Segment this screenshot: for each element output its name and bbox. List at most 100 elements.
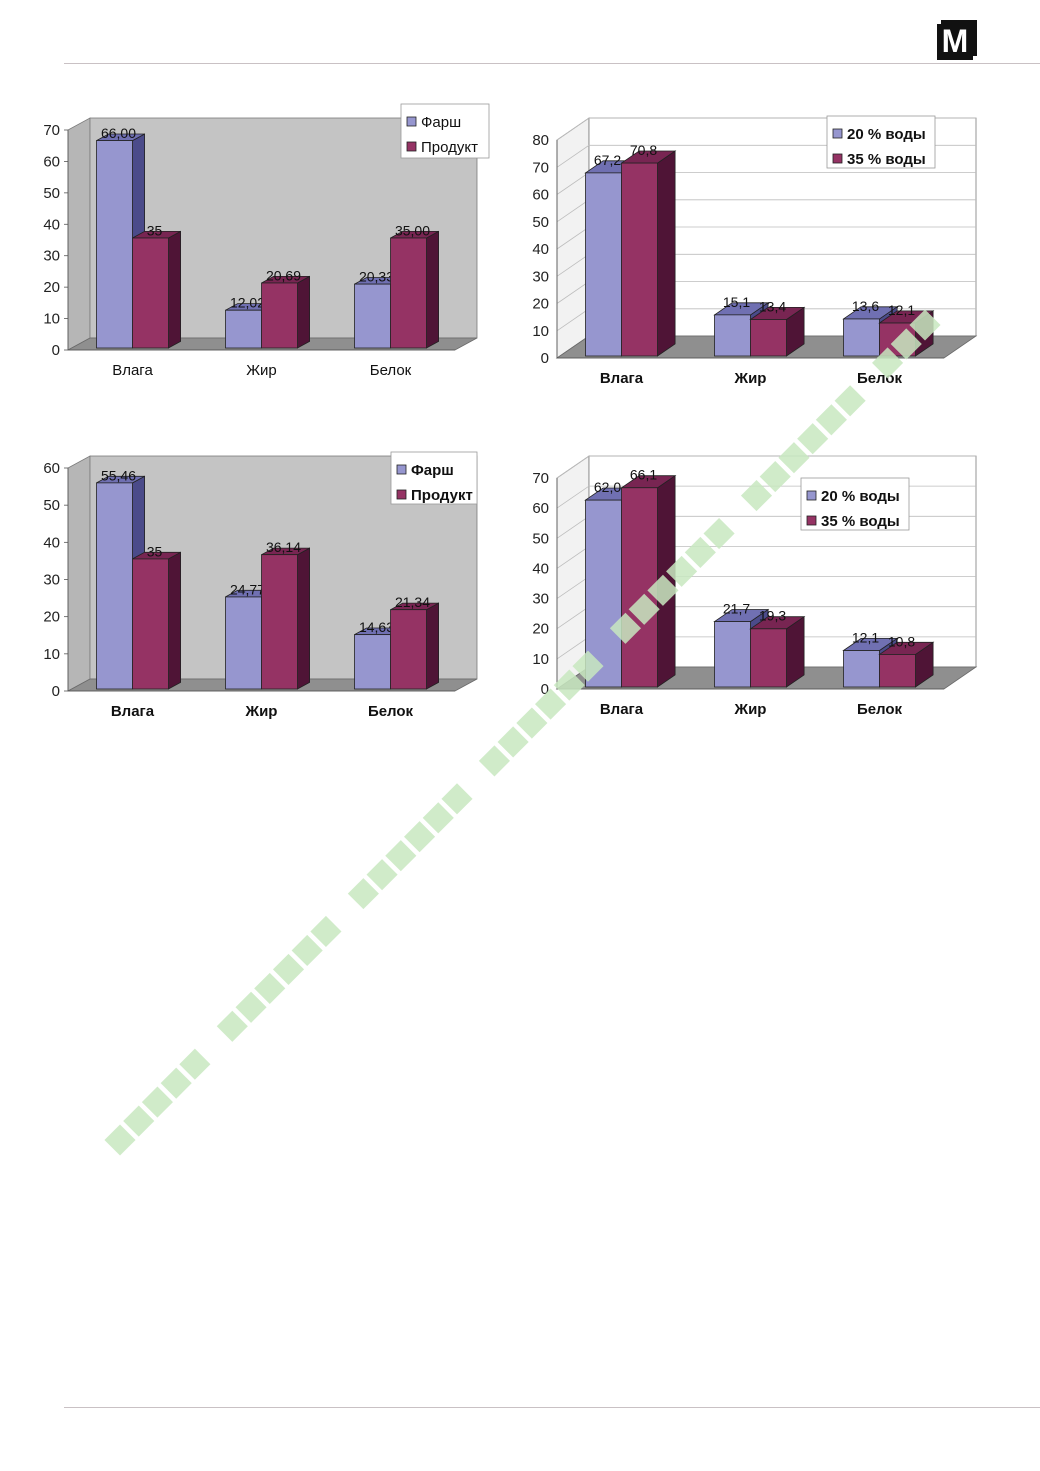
watermark-block (141, 1086, 173, 1118)
y-tick-label: 0 (541, 681, 549, 698)
y-tick-label: 50 (532, 214, 549, 231)
bar-front (390, 609, 427, 690)
bar-Продукт-Жир (261, 275, 311, 349)
bar-front (621, 487, 658, 688)
bar-front (354, 283, 391, 349)
data-label: 21,7 (723, 600, 750, 616)
y-tick-label: 70 (532, 159, 549, 176)
data-label: 62,0 (594, 479, 621, 495)
y-tick-label: 40 (43, 534, 60, 551)
data-label: 10,8 (888, 633, 915, 649)
category-label: Влага (600, 370, 644, 387)
legend: 20 % воды 35 % воды (826, 115, 936, 169)
watermark-block (179, 1048, 211, 1080)
chart-water-content-1: 0 10 20 30 40 50 60 70 80 67,2 70,8 Влага 15,1 13,4 Жи… (532, 115, 978, 387)
y-tick-label: 40 (43, 216, 60, 233)
bar-front (714, 621, 751, 688)
data-label: 13,6 (852, 298, 879, 314)
category-label: Белок (368, 703, 414, 720)
category-label: Влага (600, 701, 644, 718)
y-tick-label: 70 (532, 470, 549, 487)
bar-Продукт-Влага (132, 230, 181, 349)
bar-front (390, 237, 427, 349)
bar-front (843, 650, 880, 688)
bar-side (297, 275, 311, 349)
bar-front (879, 654, 916, 688)
data-label: 19,3 (759, 608, 786, 624)
data-label: 20,33 (359, 269, 394, 285)
data-label: 36,14 (266, 539, 301, 555)
category-label: Влага (111, 703, 155, 720)
legend-swatch (832, 128, 843, 139)
data-label: 67,2 (594, 152, 621, 168)
data-label: 12,1 (888, 302, 915, 318)
legend-box (800, 477, 910, 531)
legend: Фарш Продукт (400, 103, 490, 159)
watermark-block (403, 821, 436, 853)
legend-swatch (832, 153, 843, 164)
y-tick-label: 80 (532, 132, 549, 149)
gridline (556, 455, 976, 479)
data-label: 15,1 (723, 294, 750, 310)
bar-35 % воды-Белок (878, 641, 935, 688)
watermark-block (160, 1067, 192, 1099)
bar-front (354, 634, 391, 690)
watermark-block (347, 878, 379, 910)
bar-front (225, 309, 262, 349)
y-tick-label: 10 (532, 323, 549, 340)
watermark-block (123, 1105, 155, 1137)
category-label: Жир (734, 701, 767, 718)
legend-label: Продукт (421, 139, 478, 156)
data-label: 20,69 (266, 267, 301, 283)
y-tick-label: 30 (532, 268, 549, 285)
legend-swatch (806, 515, 817, 526)
legend-box (826, 115, 936, 169)
bar-front (96, 140, 133, 349)
y-tick-label: 30 (532, 591, 549, 608)
y-tick-label: 50 (43, 497, 60, 514)
data-label: 12,1 (852, 629, 879, 645)
category-label: Белок (857, 370, 903, 387)
watermark-block (216, 1010, 248, 1042)
y-tick-label: 10 (43, 311, 60, 328)
bar-front (750, 628, 787, 688)
watermark-block (291, 934, 323, 967)
category-label: Жир (246, 362, 277, 379)
legend-swatch (406, 141, 417, 152)
bar-front (225, 596, 262, 690)
legend-swatch (406, 116, 417, 127)
side-wall (67, 117, 91, 351)
bar-side (297, 547, 311, 690)
watermark-block (104, 1124, 136, 1156)
bar-35 % воды-Влага (620, 150, 677, 357)
y-tick-label: 40 (532, 560, 549, 577)
watermark-block (235, 991, 267, 1023)
category-label: Жир (245, 703, 278, 720)
data-label: 13,4 (759, 298, 786, 314)
bar-Продукт-Влага (132, 551, 181, 690)
y-tick-label: 10 (43, 646, 60, 663)
legend-label: 20 % воды (821, 488, 900, 505)
bar-side (426, 230, 440, 349)
legend-label: 20 % воды (847, 126, 926, 143)
category-label: Белок (857, 701, 903, 718)
legend-label: 35 % воды (821, 513, 900, 530)
bar-front (132, 237, 169, 349)
watermark-block (497, 726, 529, 758)
bar-side (168, 551, 181, 690)
data-label: 35 (147, 222, 163, 238)
data-label: 14,63 (359, 619, 394, 635)
y-tick-label: 60 (43, 153, 60, 170)
legend-label: Фарш (421, 114, 461, 131)
watermark-block (441, 783, 473, 815)
bar-front (879, 322, 916, 357)
bar-Продукт-Жир (261, 547, 311, 690)
bar-front (132, 558, 169, 690)
watermark-block (272, 953, 305, 985)
bar-Продукт-Белок (390, 230, 440, 349)
y-tick-label: 30 (43, 572, 60, 589)
data-label: 70,8 (630, 142, 657, 158)
side-wall (556, 455, 590, 690)
y-tick-label: 20 (532, 621, 549, 638)
